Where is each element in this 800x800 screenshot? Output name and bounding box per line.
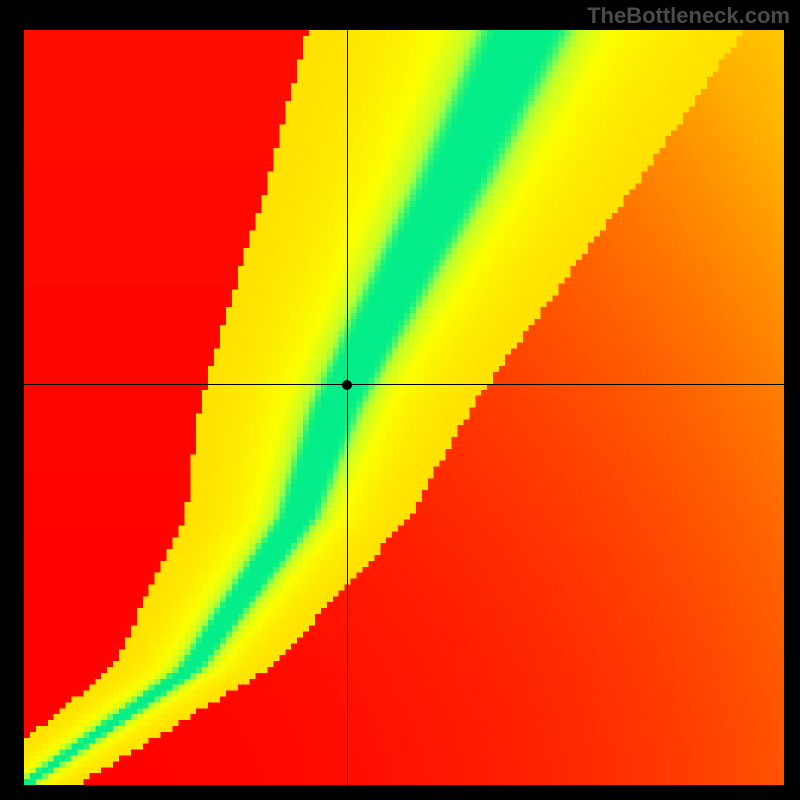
crosshair-point	[342, 380, 352, 390]
watermark-text: TheBottleneck.com	[587, 3, 790, 29]
crosshair-horizontal-line	[24, 384, 784, 385]
chart-container: TheBottleneck.com	[0, 0, 800, 800]
crosshair-vertical-line	[347, 30, 348, 785]
bottleneck-heatmap	[24, 30, 784, 785]
